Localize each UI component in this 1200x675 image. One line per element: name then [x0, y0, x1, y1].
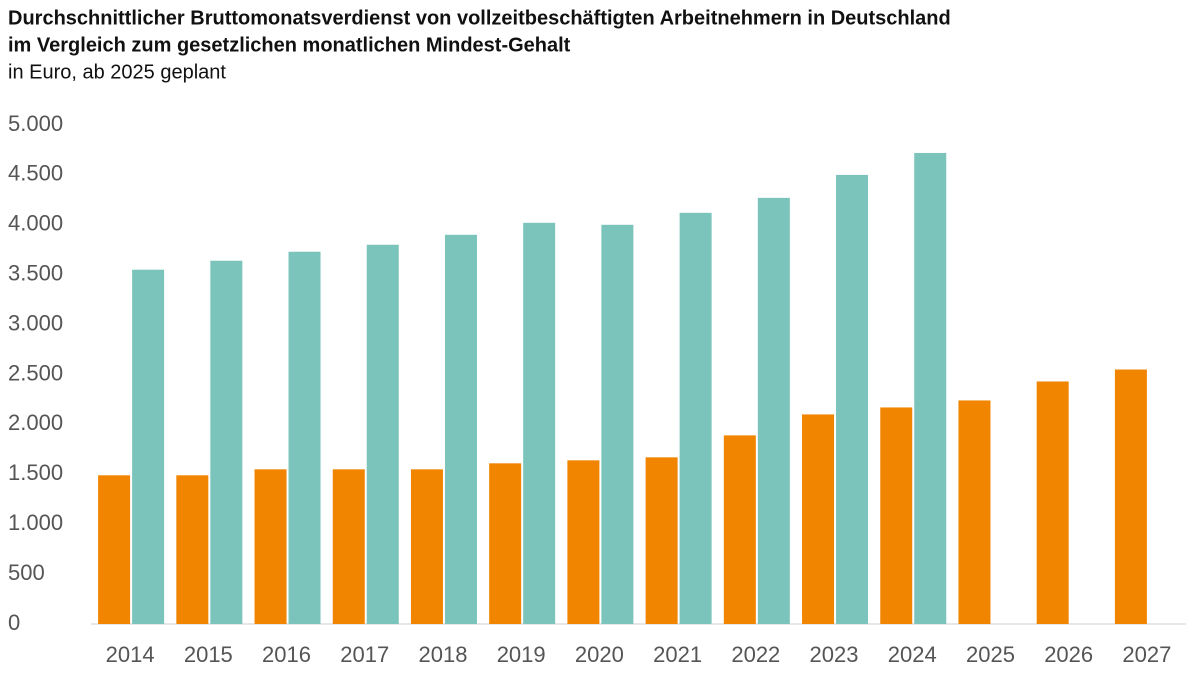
y-tick-label: 0 — [8, 610, 20, 635]
y-tick-label: 500 — [8, 560, 45, 585]
x-tick-label: 2015 — [184, 642, 233, 667]
bar — [210, 260, 243, 624]
x-tick-label: 2024 — [888, 642, 937, 667]
x-tick-label: 2026 — [1044, 642, 1093, 667]
y-tick-label: 3.500 — [8, 261, 63, 286]
bar — [132, 269, 165, 624]
y-tick-label: 2.500 — [8, 360, 63, 385]
y-tick-label: 1.500 — [8, 460, 63, 485]
y-tick-label: 4.500 — [8, 161, 63, 186]
x-tick-label: 2018 — [418, 642, 467, 667]
bar — [601, 224, 634, 625]
bar — [288, 251, 321, 624]
bar — [489, 463, 522, 624]
bar — [176, 475, 209, 624]
y-tick-label: 3.000 — [8, 310, 63, 335]
bar — [98, 475, 131, 624]
bar — [645, 457, 678, 624]
chart-subtitle: in Euro, ab 2025 geplant — [8, 61, 226, 83]
bar — [366, 244, 399, 624]
bar — [332, 469, 365, 624]
bar — [836, 174, 869, 624]
x-tick-label: 2022 — [731, 642, 780, 667]
bar — [1114, 369, 1147, 624]
x-tick-label: 2023 — [810, 642, 859, 667]
bar — [880, 407, 913, 624]
bar — [958, 400, 991, 624]
y-tick-label: 4.000 — [8, 211, 63, 236]
x-tick-label: 2021 — [653, 642, 702, 667]
bar — [523, 222, 556, 624]
x-tick-label: 2020 — [575, 642, 624, 667]
x-tick-label: 2019 — [497, 642, 546, 667]
chart-title: Durchschnittlicher Bruttomonatsverdienst… — [8, 7, 951, 29]
bar — [679, 212, 712, 624]
x-tick-label: 2014 — [106, 642, 155, 667]
x-tick-label: 2025 — [966, 642, 1015, 667]
bar — [757, 197, 790, 624]
y-tick-label: 1.000 — [8, 510, 63, 535]
x-tick-label: 2027 — [1122, 642, 1171, 667]
bar — [914, 152, 947, 624]
bar — [1036, 381, 1069, 624]
bar — [723, 435, 756, 624]
y-tick-label: 2.000 — [8, 410, 63, 435]
chart-title: im Vergleich zum gesetzlichen monatliche… — [8, 34, 571, 56]
x-tick-label: 2017 — [340, 642, 389, 667]
bar — [802, 414, 835, 624]
bar — [567, 460, 600, 624]
y-tick-label: 5.000 — [8, 111, 63, 136]
bar — [254, 469, 287, 624]
x-tick-label: 2016 — [262, 642, 311, 667]
bar — [444, 234, 477, 624]
bar — [410, 469, 443, 624]
